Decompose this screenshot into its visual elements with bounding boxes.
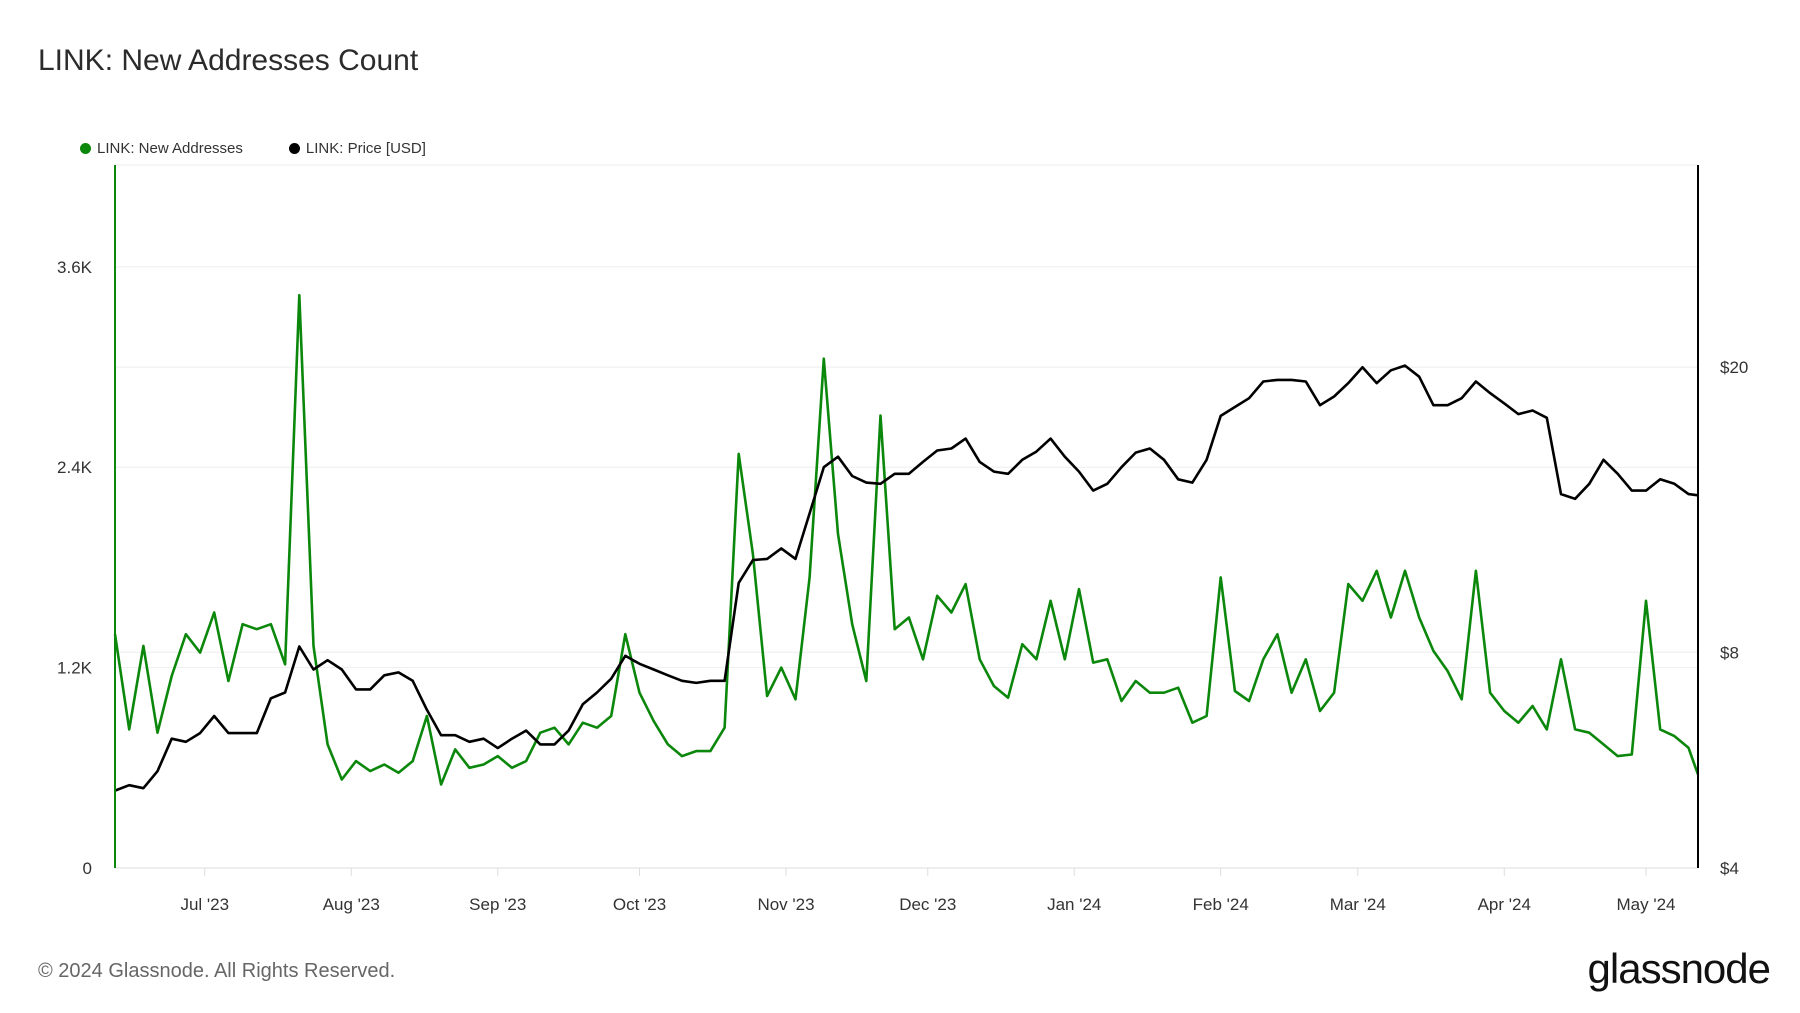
glassnode-logo: glassnode bbox=[1587, 945, 1771, 992]
legend-label: LINK: New Addresses bbox=[97, 140, 243, 157]
y-left-tick-label: 0 bbox=[83, 859, 92, 878]
y-right-tick-label: $20 bbox=[1720, 358, 1748, 377]
x-tick-label: Mar '24 bbox=[1330, 895, 1386, 914]
new-addresses-line bbox=[113, 293, 1700, 786]
green-dot-icon bbox=[80, 143, 91, 154]
x-tick-label: Feb '24 bbox=[1193, 895, 1249, 914]
x-tick-label: Aug '23 bbox=[323, 895, 380, 914]
legend: LINK: New Addresses LINK: Price [USD] bbox=[80, 140, 426, 157]
chart-title: LINK: New Addresses Count bbox=[38, 44, 419, 77]
x-tick-label: Jan '24 bbox=[1047, 895, 1101, 914]
y-left-tick-label: 3.6K bbox=[57, 258, 93, 277]
price-line bbox=[114, 364, 1699, 792]
x-tick-label: May '24 bbox=[1617, 895, 1676, 914]
legend-item-new-addresses[interactable]: LINK: New Addresses bbox=[80, 140, 243, 157]
x-tick-label: Jul '23 bbox=[180, 895, 229, 914]
black-dot-icon bbox=[288, 143, 300, 154]
x-tick-label: Sep '23 bbox=[469, 895, 526, 914]
copyright: © 2024 Glassnode. All Rights Reserved. bbox=[38, 960, 396, 982]
x-tick-label: Nov '23 bbox=[757, 895, 814, 914]
y-right-tick-label: $8 bbox=[1720, 643, 1739, 662]
x-tick-label: Dec '23 bbox=[899, 895, 956, 914]
y-left-tick-label: 2.4K bbox=[57, 458, 93, 477]
y-right-tick-label: $4 bbox=[1720, 859, 1739, 878]
x-tick-label: Apr '24 bbox=[1478, 895, 1531, 914]
legend-label: LINK: Price [USD] bbox=[305, 140, 426, 157]
y-left-tick-label: 1.2K bbox=[57, 659, 93, 678]
legend-item-price[interactable]: LINK: Price [USD] bbox=[288, 140, 426, 157]
x-tick-label: Oct '23 bbox=[613, 895, 666, 914]
